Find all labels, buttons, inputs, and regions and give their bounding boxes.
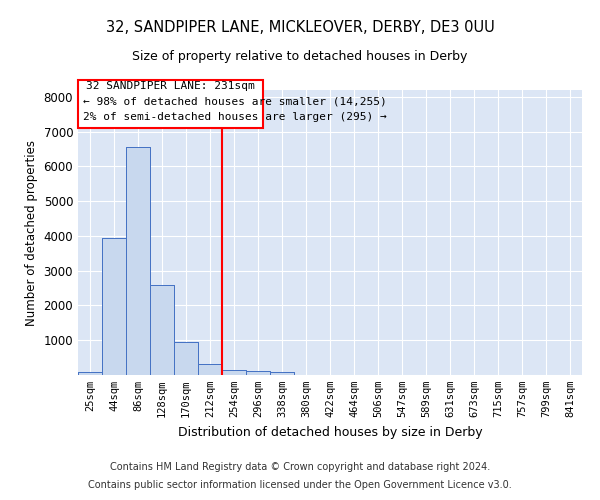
Bar	[222, 370, 246, 375]
Bar	[270, 372, 294, 375]
Text: Size of property relative to detached houses in Derby: Size of property relative to detached ho…	[133, 50, 467, 63]
Text: Contains HM Land Registry data © Crown copyright and database right 2024.: Contains HM Land Registry data © Crown c…	[110, 462, 490, 472]
Text: 32, SANDPIPER LANE, MICKLEOVER, DERBY, DE3 0UU: 32, SANDPIPER LANE, MICKLEOVER, DERBY, D…	[106, 20, 494, 35]
Bar	[246, 371, 270, 375]
Bar	[198, 364, 222, 375]
Bar	[222, 370, 246, 375]
Bar	[246, 371, 270, 375]
Bar	[270, 372, 294, 375]
FancyBboxPatch shape	[78, 80, 263, 128]
Y-axis label: Number of detached properties: Number of detached properties	[25, 140, 38, 326]
Text: ← 98% of detached houses are smaller (14,255): ← 98% of detached houses are smaller (14…	[83, 96, 387, 106]
Text: 2% of semi-detached houses are larger (295) →: 2% of semi-detached houses are larger (2…	[83, 112, 387, 122]
Bar	[198, 364, 222, 375]
Bar	[78, 372, 102, 375]
Bar	[126, 148, 150, 375]
Bar	[174, 342, 198, 375]
Bar	[78, 372, 102, 375]
Bar	[102, 238, 126, 375]
Text: Contains public sector information licensed under the Open Government Licence v3: Contains public sector information licen…	[88, 480, 512, 490]
Bar	[150, 284, 174, 375]
Bar	[102, 238, 126, 375]
Bar	[174, 342, 198, 375]
Bar	[150, 284, 174, 375]
Text: 32 SANDPIPER LANE: 231sqm: 32 SANDPIPER LANE: 231sqm	[86, 81, 255, 91]
Bar	[126, 148, 150, 375]
X-axis label: Distribution of detached houses by size in Derby: Distribution of detached houses by size …	[178, 426, 482, 438]
